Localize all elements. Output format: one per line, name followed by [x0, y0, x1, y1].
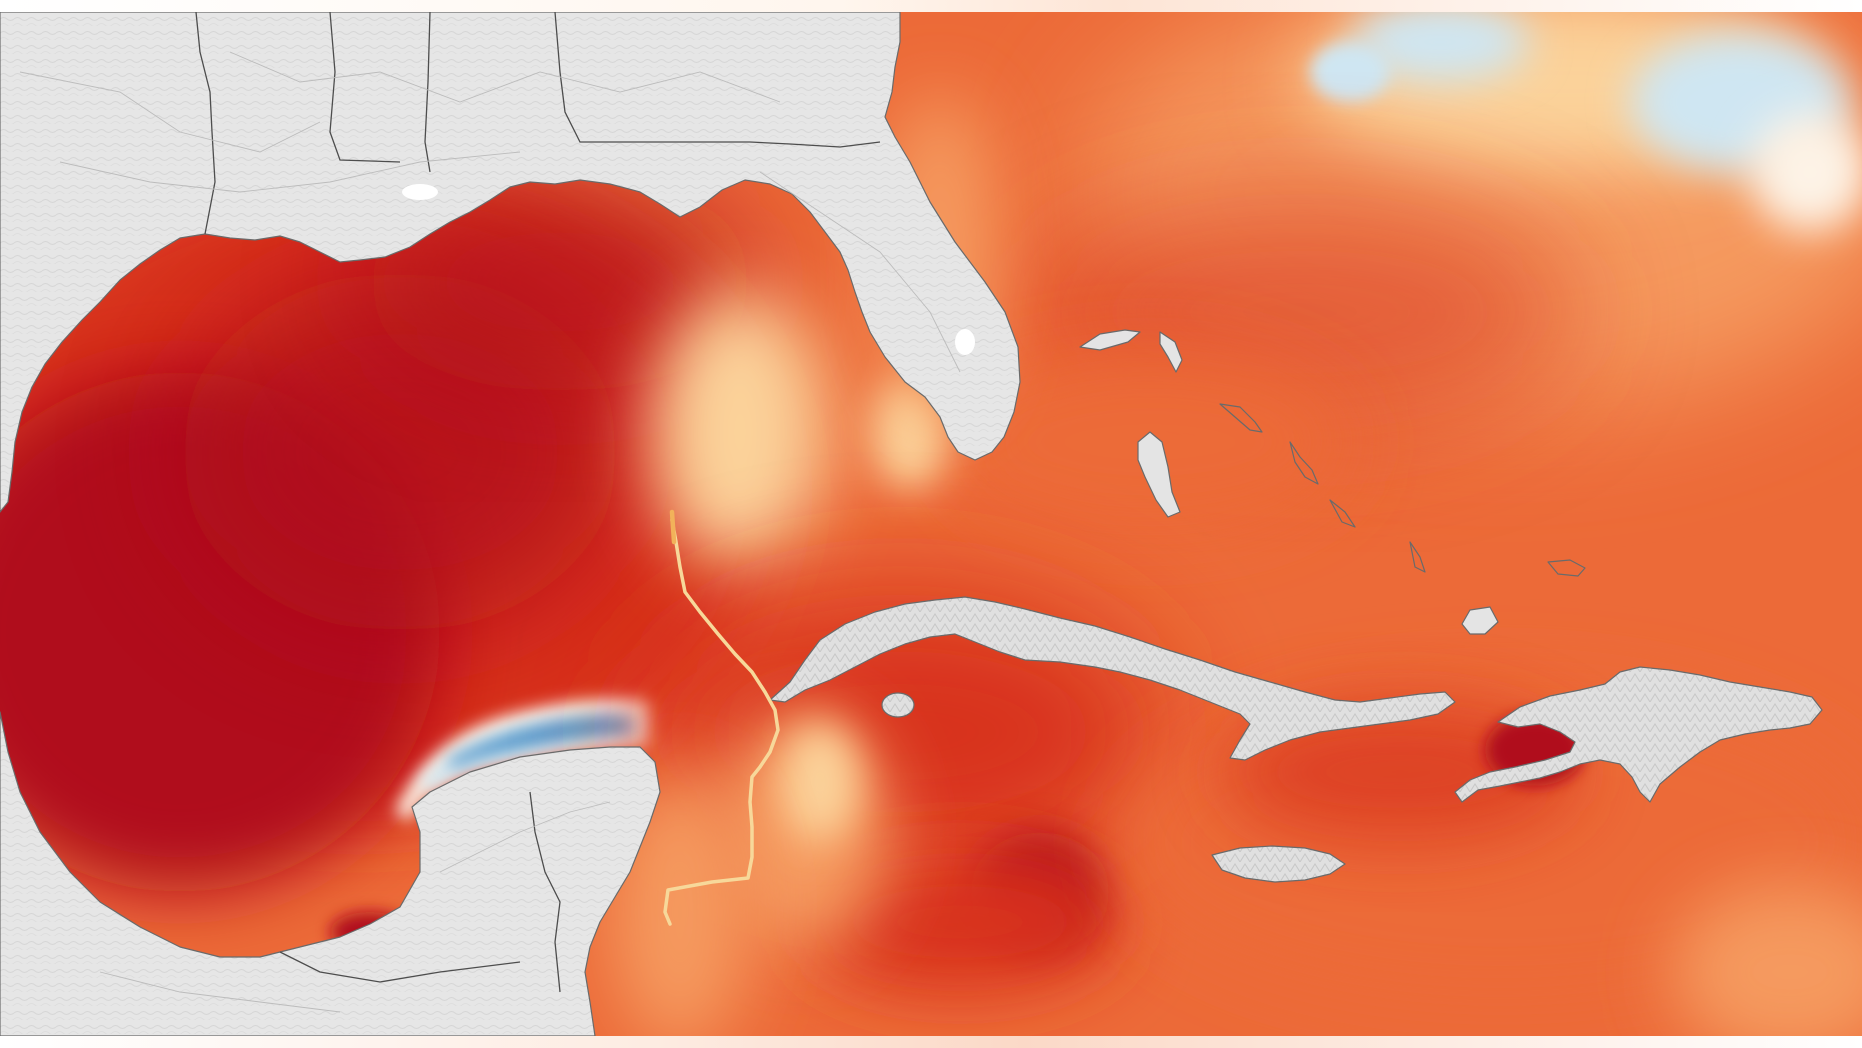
- island-acklins: [1409, 541, 1426, 573]
- border-ms-al: [424, 12, 431, 173]
- island-long: [1329, 499, 1356, 528]
- land-us-mainland: [0, 12, 1021, 513]
- atlantic-cool-patch-1: [1350, 12, 1530, 82]
- land-layer: [0, 12, 1823, 1036]
- island-eleuthera: [1219, 403, 1263, 433]
- caribbean-coolwarm-spot: [780, 722, 860, 842]
- island-turks-caicos: [1547, 559, 1586, 577]
- hurricane-track: [663, 518, 780, 926]
- border-guatemala: [279, 951, 521, 983]
- yucatan-east-mild: [610, 772, 750, 1036]
- island-abaco: [1159, 331, 1183, 373]
- top-border-strip: [0, 0, 1862, 12]
- island-cat: [1289, 441, 1319, 485]
- atlantic-neutral-spot: [1750, 112, 1862, 232]
- island-inagua: [1461, 606, 1499, 635]
- land-cuba: [769, 596, 1456, 761]
- border-tx-la: [195, 12, 216, 235]
- land-jamaica: [1211, 845, 1346, 883]
- sea-surface-temperature-map: [0, 12, 1862, 1036]
- caribbean-far-east-mild: [1670, 882, 1862, 1036]
- land-isle-of-youth: [881, 692, 915, 718]
- land-roads: [19, 51, 961, 1013]
- lake-pontchartrain: [402, 184, 438, 200]
- land-borders: [195, 12, 881, 993]
- land-hispaniola: [1454, 666, 1823, 803]
- bahamas-islands: [1079, 329, 1586, 635]
- yucatan-upwelling-cold: [445, 717, 630, 767]
- straits-mild: [650, 292, 830, 572]
- border-mexico: [529, 791, 561, 993]
- bottom-border-strip: [0, 1036, 1862, 1048]
- border-al-ga: [554, 12, 700, 143]
- island-andros: [1137, 431, 1181, 518]
- island-grand-bahama: [1079, 329, 1141, 351]
- atlantic-cool-patch-3: [1310, 42, 1390, 102]
- caribbean-hot-south: [800, 852, 1120, 992]
- gulf-north-hot: [360, 172, 760, 392]
- land-mexico-central-america: [0, 711, 661, 1036]
- border-la-ms: [329, 12, 401, 163]
- lake-okeechobee: [955, 329, 975, 355]
- border-ga-fl: [700, 141, 881, 148]
- hurricane-track-start: [669, 509, 677, 545]
